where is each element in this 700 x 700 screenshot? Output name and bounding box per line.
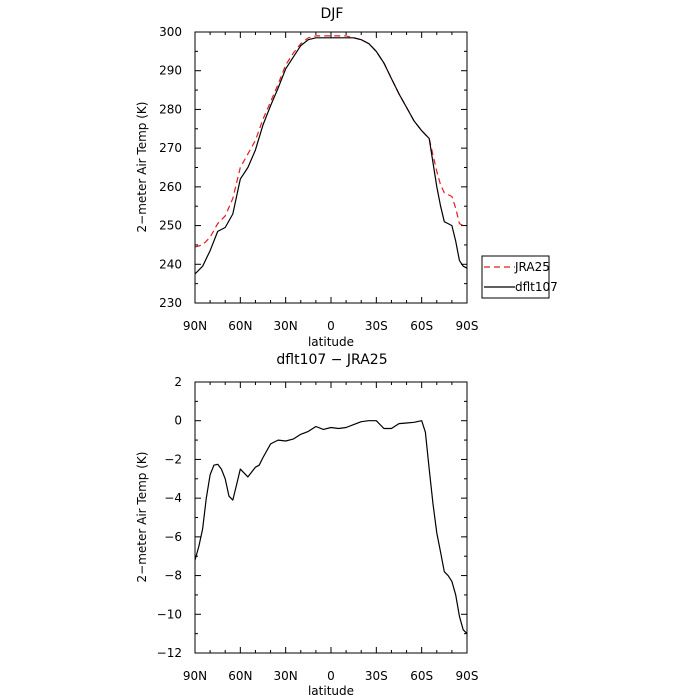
top-panel-x-tick-label: 30S <box>365 319 388 333</box>
top-panel-y-tick-label: 240 <box>159 257 182 271</box>
top-panel-y-tick-label: 230 <box>159 296 182 310</box>
legend[interactable]: JRA25 dflt107 <box>481 255 558 299</box>
top-panel-y-tick-label: 270 <box>159 141 182 155</box>
top-panel-series-dflt107-line <box>194 37 468 275</box>
bottom-panel-series-difference-line <box>194 420 468 635</box>
bottom-panel-title: dflt107 − JRA25 <box>276 352 387 368</box>
top-panel-x-tick-label: 30N <box>274 319 298 333</box>
bottom-panel-x-tick-label: 90S <box>456 669 479 683</box>
bottom-panel: dflt107 − JRA25 90N 60N 30N 0 30S 60S 90S −12 −1… <box>135 352 478 698</box>
bottom-panel-y-tick-label: −6 <box>164 530 182 544</box>
top-panel-x-axis-label: latitude <box>308 335 354 349</box>
legend-jra25-label: JRA25 <box>514 260 550 274</box>
top-panel-y-tick-label: 300 <box>159 25 182 39</box>
top-panel: DJF 90N 60N 30N 0 30S 60S 90S 230 240 250 260 270 28… <box>135 6 478 349</box>
bottom-panel-y-tick-label: −2 <box>164 452 182 466</box>
top-panel-x-tick-label: 60S <box>410 319 433 333</box>
top-panel-x-tick-label: 90S <box>456 319 479 333</box>
top-panel-x-tick-label: 60N <box>228 319 252 333</box>
top-panel-y-tick-label: 290 <box>159 64 182 78</box>
bottom-panel-ticks: 90N 60N 30N 0 30S 60S 90S −12 −10 −8 −6 −4 −2 0 2 <box>157 375 479 683</box>
legend-dflt107-label: dflt107 <box>515 280 558 294</box>
top-panel-y-axis-label: 2−meter Air Temp (K) <box>135 102 149 233</box>
bottom-panel-frame <box>194 381 468 654</box>
bottom-panel-y-tick-label: −10 <box>157 607 182 621</box>
bottom-panel-y-tick-label: −12 <box>157 646 182 660</box>
top-panel-y-tick-label: 250 <box>159 219 182 233</box>
top-panel-y-tick-label: 280 <box>159 102 182 116</box>
bottom-panel-y-tick-label: −4 <box>164 491 182 505</box>
bottom-panel-y-axis-label: 2−meter Air Temp (K) <box>135 452 149 583</box>
bottom-panel-y-tick-label: −8 <box>164 569 182 583</box>
bottom-panel-x-axis-label: latitude <box>308 684 354 698</box>
bottom-panel-y-tick-label: 0 <box>174 414 182 428</box>
bottom-panel-x-tick-label: 90N <box>183 669 207 683</box>
bottom-panel-x-tick-label: 60S <box>410 669 433 683</box>
bottom-panel-x-tick-label: 60N <box>228 669 252 683</box>
top-panel-x-tick-label: 90N <box>183 319 207 333</box>
top-panel-frame <box>194 31 468 304</box>
legend-box <box>481 255 550 299</box>
bottom-panel-x-tick-label: 30N <box>274 669 298 683</box>
top-panel-series <box>194 35 468 275</box>
bottom-panel-x-tick-label: 30S <box>365 669 388 683</box>
top-panel-ticks: 90N 60N 30N 0 30S 60S 90S 230 240 250 260 270 280 290… <box>159 25 478 333</box>
top-panel-x-tick-label: 0 <box>327 319 335 333</box>
top-panel-y-tick-label: 260 <box>159 180 182 194</box>
top-panel-series-jra25-line <box>194 35 467 248</box>
bottom-panel-y-tick-label: 2 <box>174 375 182 389</box>
bottom-panel-x-tick-label: 0 <box>327 669 335 683</box>
top-panel-title: DJF <box>321 6 344 22</box>
bottom-panel-series <box>194 420 468 635</box>
